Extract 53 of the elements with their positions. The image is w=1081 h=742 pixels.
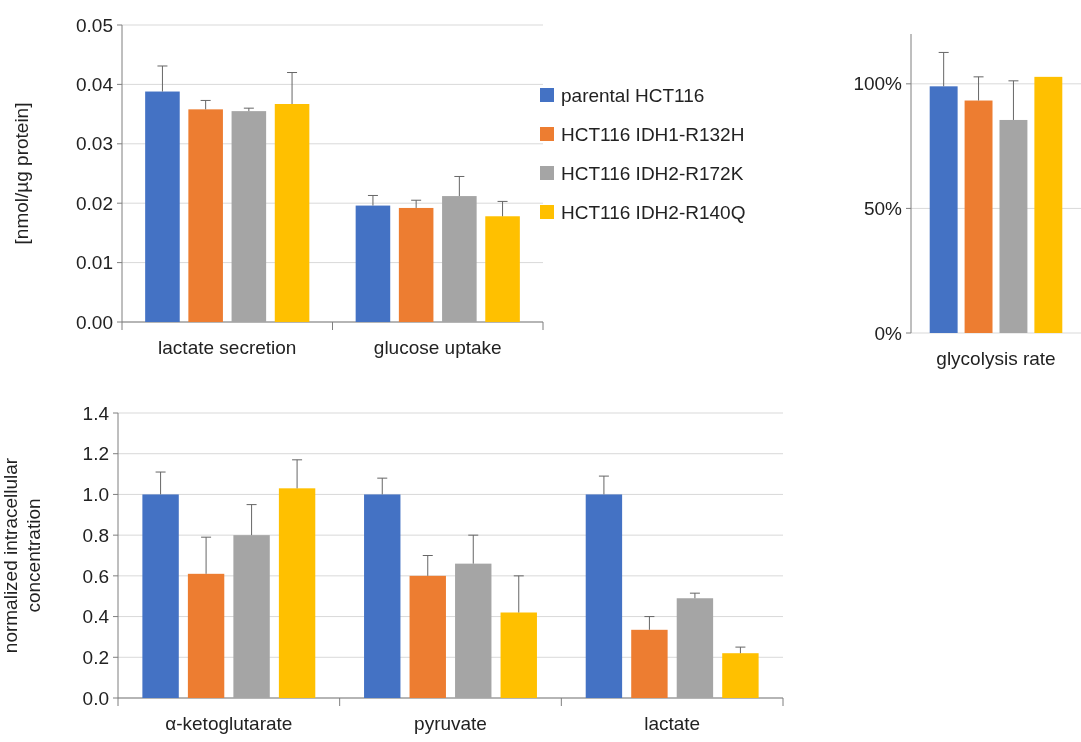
y-tick-label: 100% <box>853 73 903 95</box>
bar <box>964 100 993 333</box>
y-tick-label: 0.4 <box>82 606 110 628</box>
y-tick-label: 1.0 <box>82 484 109 506</box>
y-tick-label: 0.00 <box>76 311 113 333</box>
bar <box>398 207 434 322</box>
bar <box>455 563 492 698</box>
bar <box>485 216 520 322</box>
y-tick-label: 1.2 <box>82 443 109 465</box>
bar <box>442 196 477 322</box>
bar <box>631 629 668 698</box>
bar <box>145 91 180 322</box>
x-tick-label: pyruvate <box>414 713 487 734</box>
x-tick-label: glycolysis rate <box>936 348 1056 369</box>
bar <box>722 653 759 698</box>
bar <box>278 488 316 698</box>
y-tick-label: 0.6 <box>82 565 109 587</box>
legend-label: HCT116 IDH2-R172K <box>561 162 744 184</box>
legend-label: HCT116 IDH1-R132H <box>561 123 745 145</box>
bar <box>500 612 537 698</box>
bar <box>585 494 623 698</box>
y-tick-label: 0.8 <box>82 524 109 546</box>
bar <box>999 119 1028 333</box>
bar <box>1034 76 1063 333</box>
y-tick-label: 0% <box>874 322 903 344</box>
bar <box>233 535 270 698</box>
bar <box>409 575 446 698</box>
bar <box>274 104 310 322</box>
x-tick-label: lactate <box>644 713 701 734</box>
y-tick-label: 0.04 <box>76 74 114 96</box>
y-tick-label: 0.0 <box>82 687 109 709</box>
x-tick-label: α-ketoglutarate <box>165 713 293 734</box>
bar <box>187 573 225 698</box>
y-tick-label: 0.01 <box>76 252 113 274</box>
bar <box>355 205 391 322</box>
y-axis-title: normalized intracellular concentration <box>0 457 44 654</box>
legend-label: HCT116 IDH2-R140Q <box>561 201 746 223</box>
bar <box>231 111 267 322</box>
y-tick-label: 0.03 <box>76 133 113 155</box>
y-tick-label: 1.4 <box>82 402 110 424</box>
x-tick-label: lactate secretion <box>158 337 297 358</box>
y-axis-title: [nmol/µg protein] <box>11 102 32 245</box>
bar <box>188 109 223 322</box>
y-tick-label: 0.2 <box>82 646 109 668</box>
bar <box>676 598 714 698</box>
bar <box>142 494 179 698</box>
legend-label: parental HCT116 <box>561 84 705 106</box>
y-tick-label: 50% <box>863 198 903 220</box>
y-tick-label: 0.02 <box>76 192 113 214</box>
bar <box>364 494 401 698</box>
bar <box>929 86 958 333</box>
x-tick-label: glucose uptake <box>373 337 502 358</box>
y-tick-label: 0.05 <box>76 14 113 36</box>
